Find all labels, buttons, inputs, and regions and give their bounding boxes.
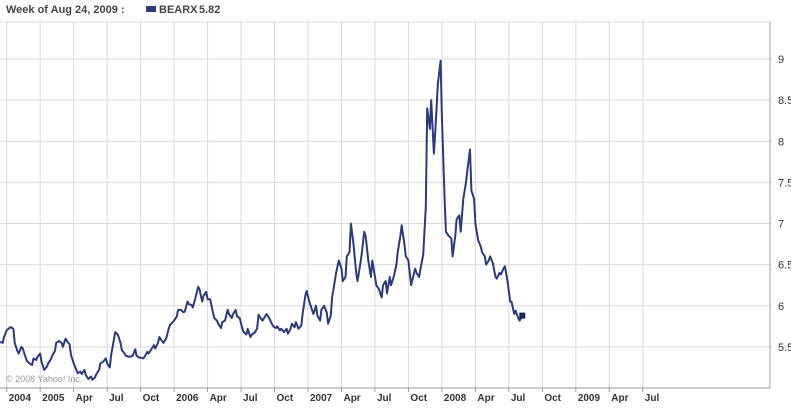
series-group [0, 59, 526, 381]
x-tick-label: Apr [477, 393, 494, 404]
x-tick-label: Oct [277, 393, 294, 404]
y-tick-label: 7.50 [778, 177, 791, 189]
y-tick-label: 6 [778, 301, 784, 313]
y-tick-label: 8.50 [778, 95, 791, 107]
series-end-marker [519, 312, 526, 319]
legend-series-name: BEARX [159, 4, 198, 16]
x-tick-label: 2007 [310, 393, 333, 404]
y-axis-ticks: 5.50 6 6.50 7 7.50 8 8.50 9 [778, 54, 791, 354]
x-tick-label: Jul [645, 393, 660, 404]
x-tick-label: Apr [210, 393, 227, 404]
y-tick-label: 5.50 [778, 342, 791, 354]
y-tick-label: 8 [778, 136, 784, 148]
x-tick-label: 2004 [9, 393, 32, 404]
y-tick-label: 9 [778, 54, 784, 66]
y-tick-label: 7 [778, 219, 784, 231]
x-tick-label: 2006 [176, 393, 199, 404]
grid-lines [0, 22, 770, 388]
x-tick-label: 2009 [578, 393, 601, 404]
x-tick-label: 2008 [444, 393, 467, 404]
legend-series-value: 5.82 [199, 4, 220, 16]
x-tick-label: Jul [243, 393, 258, 404]
chart-header: Week of Aug 24, 2009 : BEARX 5.82 [6, 4, 220, 16]
week-label: Week of Aug 24, 2009 : [6, 4, 125, 16]
x-tick-label: Oct [410, 393, 427, 404]
legend-swatch [146, 6, 156, 12]
x-tick-label: Jul [109, 393, 124, 404]
series-line-bearx [0, 59, 524, 381]
x-tick-label: Apr [611, 393, 628, 404]
x-tick-label: 2005 [42, 393, 65, 404]
x-axis-ticks: 2004 2005 Apr Jul Oct 2006 Apr Jul Oct 2007 Apr Jul… [6, 388, 660, 404]
y-tick-label: 6.50 [778, 260, 791, 272]
x-tick-label: Apr [76, 393, 93, 404]
x-tick-label: Jul [511, 393, 526, 404]
x-tick-label: Jul [377, 393, 392, 404]
x-tick-label: Oct [544, 393, 561, 404]
axes [0, 21, 771, 389]
copyright-credit: © 2008 Yahoo! Inc. [6, 374, 82, 384]
x-tick-label: Oct [143, 393, 160, 404]
x-tick-label: Apr [343, 393, 360, 404]
